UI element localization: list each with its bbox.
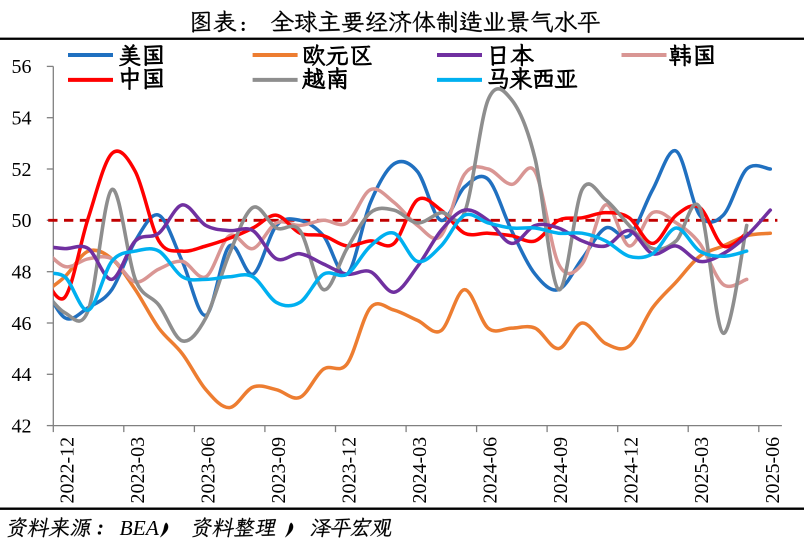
svg-text:2024-12: 2024-12 bbox=[621, 437, 643, 504]
svg-text:42: 42 bbox=[12, 415, 32, 437]
svg-text:2025-03: 2025-03 bbox=[691, 437, 713, 504]
svg-text:2025-06: 2025-06 bbox=[762, 437, 784, 504]
svg-text:54: 54 bbox=[12, 108, 32, 130]
svg-text:BEA: BEA bbox=[120, 516, 160, 540]
svg-text:56: 56 bbox=[12, 56, 32, 78]
svg-text:2024-03: 2024-03 bbox=[409, 437, 431, 504]
svg-text:2024-09: 2024-09 bbox=[550, 437, 572, 504]
svg-text:2023-06: 2023-06 bbox=[197, 437, 219, 504]
svg-text:50: 50 bbox=[12, 210, 32, 232]
svg-text:2023-12: 2023-12 bbox=[339, 437, 361, 504]
svg-text:2023-09: 2023-09 bbox=[268, 437, 290, 504]
svg-text:44: 44 bbox=[12, 364, 32, 386]
svg-text:52: 52 bbox=[12, 159, 32, 181]
svg-text:2023-03: 2023-03 bbox=[127, 437, 149, 504]
svg-text:2024-06: 2024-06 bbox=[480, 437, 502, 504]
svg-text:2022-12: 2022-12 bbox=[56, 437, 78, 504]
svg-text:46: 46 bbox=[12, 313, 32, 335]
svg-text:48: 48 bbox=[12, 262, 32, 284]
